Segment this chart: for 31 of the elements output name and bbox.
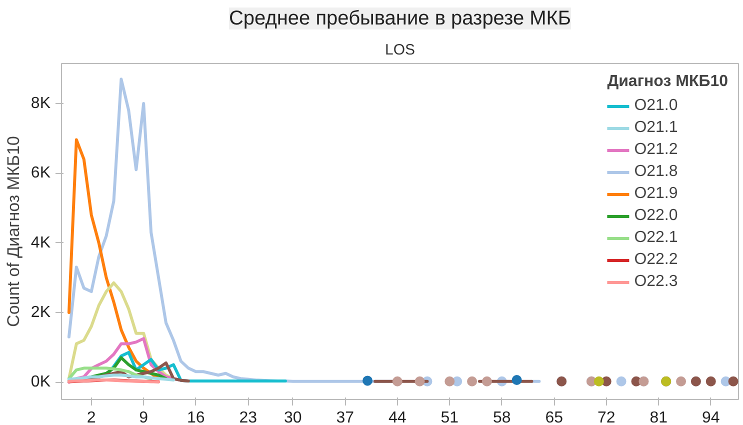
y-tick-label: 2K (30, 304, 51, 321)
legend-label: O22.1 (634, 228, 678, 248)
y-axis-title: Count of Диагноз МКБ10 (4, 136, 23, 327)
x-tick-label: 65 (545, 410, 564, 425)
x-tick-label: 2 (86, 410, 96, 425)
chart-subtitle: LOS (384, 42, 416, 58)
legend-label: O22.2 (634, 250, 678, 270)
y-tick-label: 6K (30, 164, 51, 182)
x-tick-label: 44 (388, 410, 406, 425)
x-tick-label: 30 (284, 410, 302, 425)
y-tick-label: 4K (30, 234, 51, 252)
legend-label: O21.2 (634, 140, 678, 160)
x-tick-label: 37 (336, 410, 354, 425)
y-tick-label: 0K (30, 374, 51, 391)
x-tick-label: 81 (650, 410, 668, 425)
chart-title: Среднее пребывание в разрезе МКБ (228, 8, 572, 30)
x-tick-label: 94 (702, 410, 720, 425)
x-tick-label: 51 (440, 410, 459, 425)
x-tick-label: 16 (186, 410, 205, 425)
legend-label: O21.9 (634, 184, 678, 204)
x-tick-label: 23 (239, 410, 258, 425)
x-tick-label: 9 (139, 410, 148, 425)
legend-label: O21.8 (634, 162, 678, 182)
legend-title: Диагноз МКБ10 (607, 73, 728, 91)
y-tick-label: 8K (30, 95, 51, 112)
legend-label: O22.0 (634, 206, 678, 226)
x-tick-label: 72 (597, 410, 616, 425)
legend-label: O21.1 (634, 118, 678, 138)
legend-label: O21.0 (634, 96, 678, 116)
legend-label: O22.3 (634, 272, 678, 292)
x-tick-label: 58 (492, 410, 511, 425)
